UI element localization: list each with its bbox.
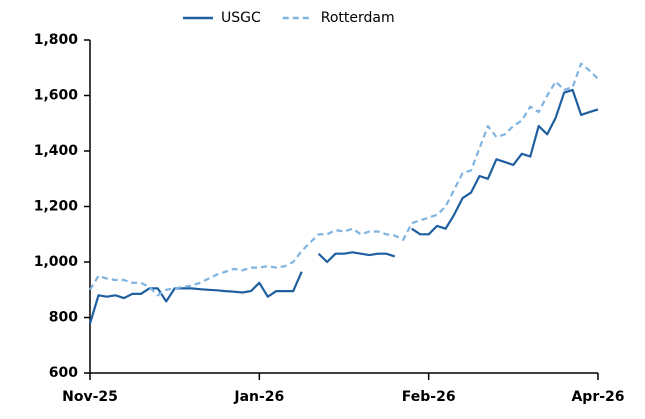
x-tick-label: Feb-26	[402, 389, 456, 405]
y-tick-label: 1,400	[34, 143, 79, 159]
series-line	[88, 88, 599, 324]
series-line	[89, 62, 599, 297]
y-tick-label: 1,000	[34, 254, 79, 270]
legend-label: USGC	[221, 10, 261, 26]
y-tick-label: 1,800	[34, 32, 79, 48]
y-tick-label: 600	[49, 365, 78, 381]
y-tick-label: 800	[49, 310, 78, 326]
x-tick-label: Apr-26	[571, 389, 624, 405]
x-tick-label: Jan-26	[233, 389, 284, 405]
y-tick-label: 1,600	[34, 88, 79, 104]
y-tick-label: 1,200	[34, 199, 79, 215]
legend-label: Rotterdam	[321, 10, 395, 26]
x-tick-label: Nov-25	[62, 389, 118, 405]
